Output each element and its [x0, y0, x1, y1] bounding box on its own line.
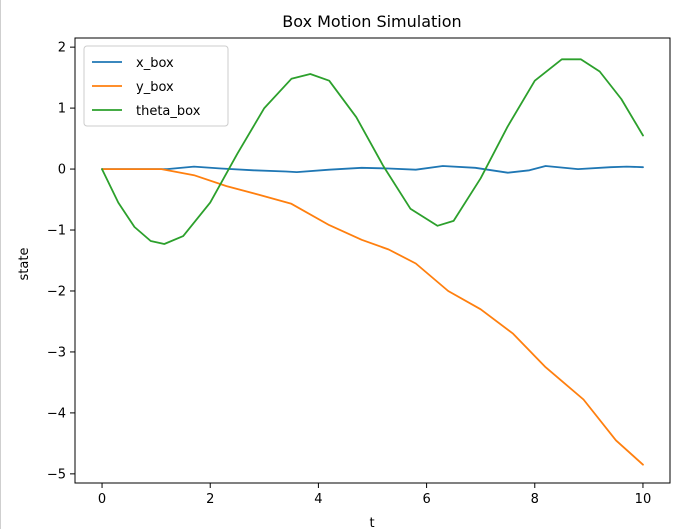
- y-tick-label: 0: [58, 163, 66, 178]
- series-line-x-box: [101, 165, 644, 174]
- y-tick-label: −5: [47, 467, 66, 482]
- y-axis-ticks: −5 −4 −3 −2 −1 0 1 2: [47, 41, 75, 482]
- legend-label: theta_box: [136, 104, 201, 119]
- x-tick-label: 6: [422, 492, 430, 507]
- x-axis-label: t: [369, 516, 374, 529]
- y-tick-label: 1: [58, 102, 66, 117]
- legend-box: [83, 45, 229, 127]
- series-line-y-box: [101, 168, 644, 466]
- legend-label: y_box: [136, 80, 174, 95]
- x-tick-label: 0: [98, 492, 106, 507]
- legend: x_box y_box theta_box: [83, 45, 229, 127]
- chart-title: Box Motion Simulation: [282, 12, 461, 31]
- y-tick-label: 2: [58, 41, 66, 56]
- x-tick-label: 8: [531, 492, 539, 507]
- x-axis-ticks: 0 2 4 6 8 10: [98, 483, 651, 507]
- series-line-theta-box: [101, 58, 644, 245]
- axes-frame: [74, 37, 671, 484]
- y-axis-label: state: [17, 248, 32, 281]
- series-lines: [101, 58, 644, 466]
- y-tick-label: −2: [47, 284, 66, 299]
- x-tick-label: 10: [635, 492, 652, 507]
- y-tick-label: −4: [47, 406, 66, 421]
- y-tick-label: −3: [47, 345, 66, 360]
- y-tick-label: −1: [47, 224, 66, 239]
- x-tick-label: 2: [206, 492, 214, 507]
- legend-label: x_box: [136, 56, 174, 71]
- x-tick-label: 4: [314, 492, 322, 507]
